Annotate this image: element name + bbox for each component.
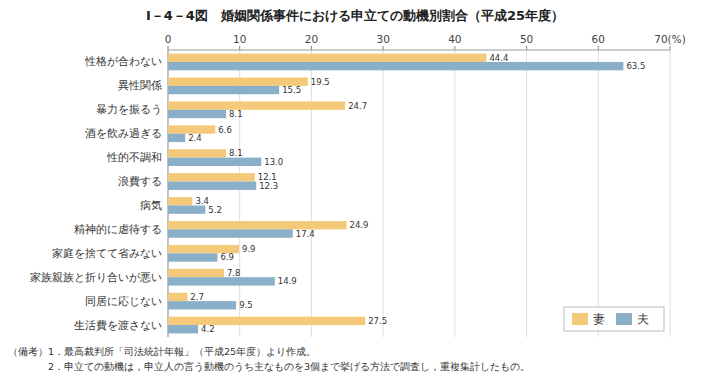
data-label: 2.7	[190, 292, 204, 302]
bar	[168, 253, 217, 261]
category-label: 生活費を渡さない	[74, 319, 162, 332]
legend-frame	[564, 307, 664, 331]
bar	[168, 101, 345, 109]
bar	[168, 293, 187, 301]
tick-label: 40	[448, 33, 461, 45]
chart: I－4－4図 婚姻関係事件における申立ての動機別割合（平成25年度） 0 10 20 3…	[0, 0, 710, 381]
bar	[168, 158, 261, 166]
x-axis-line	[168, 50, 670, 51]
tick-label: 30	[376, 33, 389, 45]
data-label: 14.9	[278, 276, 297, 286]
category-label: 性的不調和	[106, 151, 162, 164]
tick-mark	[239, 46, 240, 50]
legend-swatch	[616, 313, 632, 325]
data-label: 9.9	[242, 244, 256, 254]
data-label: 6.6	[218, 125, 232, 135]
grid-line	[311, 50, 312, 337]
grid-line	[598, 50, 599, 337]
data-label: 5.2	[208, 205, 222, 215]
data-label: 8.1	[229, 109, 243, 119]
note: （備考）1．最高裁判所「司法統計年報」（平成25年度）より作成。	[8, 346, 316, 357]
category-label: 酒を飲み過ぎる	[85, 127, 162, 140]
category-label: 同居に応じない	[85, 295, 162, 308]
tick-mark	[311, 46, 312, 50]
bar	[168, 110, 226, 118]
tick-label: 20	[305, 33, 318, 45]
tick-label: 10	[233, 33, 246, 45]
note: 2．申立ての動機は，申立人の言う動機のうち主なものを3個まで挙げる方法で調査し，…	[8, 361, 530, 372]
category-label: 病気	[140, 199, 162, 212]
data-label: 4.2	[201, 324, 215, 334]
tick-label: 0	[165, 33, 172, 45]
bar	[168, 149, 226, 157]
category-label: 浪費する	[118, 175, 162, 188]
tick-label: 70(%)	[654, 33, 686, 45]
bars	[168, 54, 623, 334]
data-label: 13.0	[264, 157, 283, 167]
legend: 妻夫	[564, 307, 664, 331]
data-label: 3.4	[195, 196, 209, 206]
category-label: 家庭を捨てて省みない	[52, 247, 162, 260]
category-label: 暴力を振るう	[96, 103, 162, 116]
category-label: 精神的に虐待する	[74, 223, 162, 236]
data-label: 44.4	[489, 53, 508, 63]
tick-label: 50	[520, 33, 533, 45]
bar	[168, 182, 256, 190]
title: I－4－4図 婚姻関係事件における申立ての動機別割合（平成25年度）	[146, 8, 564, 23]
bar	[168, 325, 198, 333]
tick-mark	[168, 46, 169, 50]
data-label: 9.5	[239, 300, 253, 310]
bar	[168, 205, 205, 213]
grid-line	[670, 50, 671, 337]
tick-mark	[383, 46, 384, 50]
data-label: 12.3	[259, 181, 278, 191]
bar	[168, 134, 185, 142]
legend-label: 妻	[593, 312, 605, 326]
category-label: 家族親族と折り合いが悪い	[30, 271, 162, 284]
data-label: 63.5	[626, 61, 645, 71]
tick-mark	[598, 46, 599, 50]
data-labels: 44.463.519.515.524.78.16.62.48.113.012.1…	[188, 53, 645, 334]
bar	[168, 229, 293, 237]
grid-line	[526, 50, 527, 337]
data-label: 8.1	[229, 148, 243, 158]
tick-mark	[454, 46, 455, 50]
legend-swatch	[572, 313, 588, 325]
grid-line	[454, 50, 455, 337]
data-label: 27.5	[368, 316, 387, 326]
bar	[168, 317, 365, 325]
tick-mark	[526, 46, 527, 50]
bar	[168, 62, 623, 70]
y-axis: 性格が合わない異性関係暴力を振るう酒を飲み過ぎる性的不調和浪費する病気精神的に虐…	[30, 55, 162, 331]
x-axis: 0 10 20 30 40 50 60 70(%)	[165, 33, 686, 337]
bar	[168, 221, 347, 229]
data-label: 24.9	[350, 220, 369, 230]
bar	[168, 86, 279, 94]
category-label: 性格が合わない	[84, 55, 162, 68]
bar	[168, 173, 255, 181]
bar	[168, 301, 236, 309]
data-label: 2.4	[188, 133, 202, 143]
bar	[168, 197, 192, 205]
bar	[168, 269, 224, 277]
data-label: 17.4	[296, 229, 315, 239]
data-label: 7.8	[227, 268, 241, 278]
bar	[168, 54, 486, 62]
data-label: 6.9	[220, 252, 234, 262]
tick-label: 60	[592, 33, 605, 45]
bar	[168, 277, 275, 285]
data-label: 19.5	[311, 77, 330, 87]
tick-mark	[670, 46, 671, 50]
category-label: 異性関係	[118, 79, 162, 92]
legend-label: 夫	[637, 312, 649, 326]
grid-line	[383, 50, 384, 337]
data-label: 24.7	[348, 101, 367, 111]
data-label: 15.5	[282, 85, 301, 95]
